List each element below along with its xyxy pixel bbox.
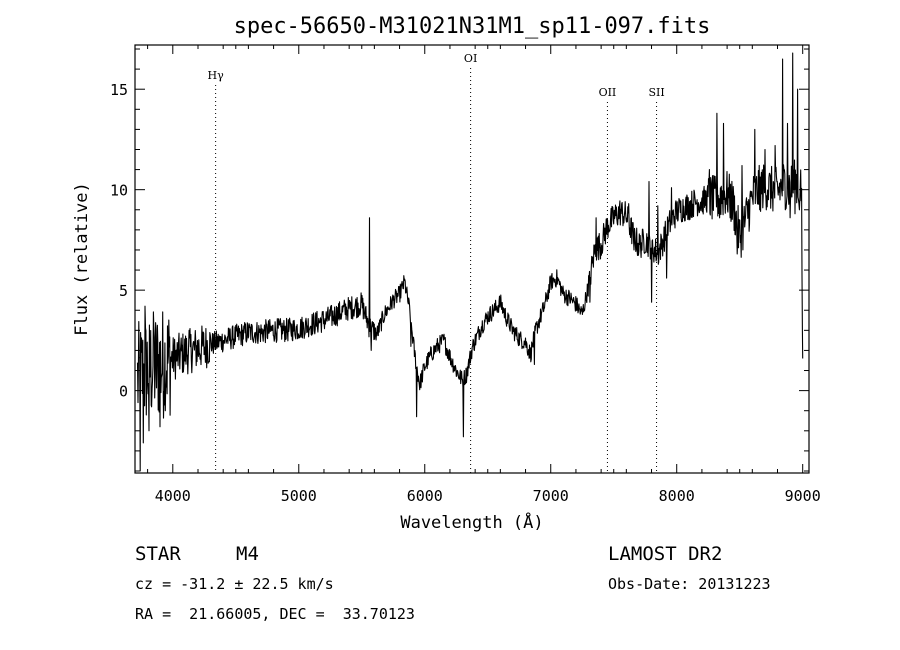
coordinates: RA = 21.66005, DEC = 33.70123 <box>135 605 415 623</box>
x-tick-label: 8000 <box>659 487 695 505</box>
y-axis-label: Flux (relative) <box>72 182 92 336</box>
redshift-readout: cz = -31.2 ± 22.5 km/s <box>135 575 334 593</box>
object-subclass: M4 <box>236 543 259 565</box>
spectral-line-markers: Hγ OI OII SII <box>208 52 665 473</box>
plot-data <box>136 52 804 472</box>
line-marker-label: OI <box>464 52 477 65</box>
x-tick-label: 5000 <box>281 487 317 505</box>
x-axis-label: Wavelength (Å) <box>400 511 543 533</box>
line-marker-label: SII <box>648 86 664 99</box>
survey-name: LAMOST DR2 <box>608 543 722 565</box>
y-tick-label: 5 <box>119 282 128 300</box>
y-tick-label: 10 <box>110 182 128 200</box>
plot-frame <box>134 44 810 474</box>
object-class: STAR <box>135 543 181 565</box>
x-tick-label: 6000 <box>407 487 443 505</box>
chart-title: spec-56650-M31021N31M1_sp11-097.fits <box>234 14 711 39</box>
obs-date: Obs-Date: 20131223 <box>608 575 771 593</box>
y-tick-label: 15 <box>110 81 128 99</box>
line-marker-label: OII <box>599 86 617 99</box>
x-tick-label: 4000 <box>155 487 191 505</box>
y-tick-label: 0 <box>119 383 128 401</box>
x-tick-label: 9000 <box>785 487 821 505</box>
line-marker-label: Hγ <box>208 69 225 82</box>
tick-labels: 4000 5000 6000 7000 8000 9000 0 5 10 15 <box>110 81 821 505</box>
axis-ticks <box>135 45 809 473</box>
x-tick-label: 7000 <box>533 487 569 505</box>
spectrum-line <box>136 52 804 472</box>
